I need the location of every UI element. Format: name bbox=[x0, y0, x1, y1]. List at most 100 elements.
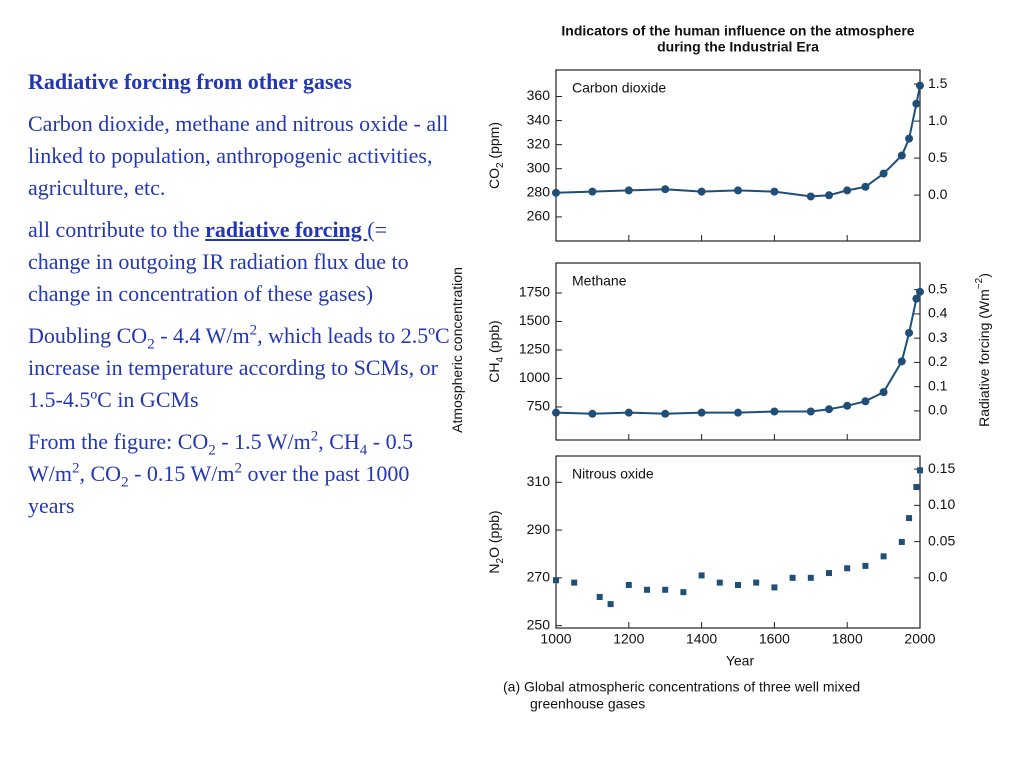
y2-tick-label: 0.0 bbox=[928, 402, 948, 418]
y-tick-label: 1500 bbox=[519, 312, 550, 328]
text-run: - 0.5 W/m bbox=[28, 429, 414, 486]
data-point bbox=[806, 407, 815, 416]
data-point bbox=[879, 169, 888, 178]
data-point bbox=[734, 186, 742, 195]
data-point bbox=[897, 357, 906, 366]
y-axis-label: CH4 (ppb) bbox=[486, 320, 506, 382]
text-run: Carbon dioxide, methane and nitrous oxid… bbox=[28, 111, 449, 200]
data-point bbox=[588, 187, 597, 196]
figure-title: Indicators of the human influence on the… bbox=[561, 23, 914, 39]
y2-tick-label: 0.10 bbox=[928, 496, 955, 512]
data-point bbox=[553, 577, 559, 584]
text-run: N bbox=[486, 563, 502, 573]
y-tick-label: 310 bbox=[527, 473, 551, 489]
y2-tick-label: 0.1 bbox=[928, 377, 948, 393]
panel-frame bbox=[555, 262, 921, 441]
text-run: over the past 1000 years bbox=[28, 461, 410, 518]
data-point bbox=[789, 574, 796, 581]
data-point bbox=[571, 579, 578, 586]
y-tick-label: 280 bbox=[527, 184, 551, 200]
text-run: Doubling CO bbox=[28, 323, 148, 348]
data-point bbox=[661, 185, 670, 194]
data-point bbox=[697, 408, 706, 417]
text-run: , CO bbox=[79, 461, 122, 486]
text-column: Radiative forcing from other gases Carbo… bbox=[28, 66, 453, 532]
y-tick-label: 750 bbox=[527, 398, 551, 414]
y2-tick-label: 0.2 bbox=[928, 353, 948, 369]
y-tick-label: 360 bbox=[527, 87, 551, 103]
text-run: (= change in outgoing IR radiation flux … bbox=[28, 217, 409, 306]
text-run: 4 bbox=[359, 442, 368, 459]
right-axis-label: Radiative forcing (Wm−2) bbox=[974, 273, 992, 427]
data-point bbox=[661, 409, 670, 418]
data-point bbox=[698, 572, 705, 579]
x-tick-label: 2000 bbox=[904, 631, 935, 647]
data-point bbox=[913, 484, 920, 491]
data-point bbox=[697, 187, 706, 196]
data-point bbox=[771, 584, 778, 591]
y-tick-label: 1000 bbox=[519, 369, 550, 385]
panel-name: Carbon dioxide bbox=[572, 80, 666, 96]
text-run: Atmospheric concentration bbox=[449, 267, 465, 433]
text-run: - 4.4 W/m bbox=[154, 323, 250, 348]
data-point bbox=[906, 515, 913, 522]
y-tick-label: 1750 bbox=[519, 284, 550, 300]
text-run: - 0.15 W/m bbox=[128, 461, 235, 486]
paragraph: Doubling CO2 - 4.4 W/m2, which leads to … bbox=[28, 320, 453, 416]
data-point bbox=[879, 388, 888, 397]
text-run: O (ppb) bbox=[486, 510, 502, 557]
data-point bbox=[624, 186, 633, 195]
data-point bbox=[880, 553, 887, 560]
data-point bbox=[807, 574, 814, 581]
text-run: ) bbox=[976, 273, 992, 278]
data-point bbox=[905, 328, 914, 337]
data-point bbox=[825, 191, 833, 200]
y-tick-label: 1250 bbox=[519, 341, 550, 357]
y2-tick-label: 0.3 bbox=[928, 329, 948, 345]
y-axis-label: CO2 (ppm) bbox=[486, 122, 506, 189]
data-line bbox=[555, 291, 921, 415]
y-tick-label: 290 bbox=[527, 521, 551, 537]
data-point bbox=[862, 562, 869, 569]
figure-caption: greenhouse gases bbox=[530, 696, 645, 712]
data-point bbox=[917, 467, 923, 474]
data-point bbox=[588, 409, 597, 418]
heading: Radiative forcing from other gases bbox=[28, 69, 352, 94]
data-point bbox=[912, 99, 921, 108]
data-point bbox=[625, 582, 632, 588]
text-run: 2 bbox=[121, 474, 129, 491]
text-run: 4 bbox=[495, 356, 506, 362]
data-point bbox=[607, 601, 614, 608]
data-line bbox=[555, 85, 921, 198]
x-axis-label: Year bbox=[726, 653, 755, 669]
y-tick-label: 340 bbox=[527, 111, 551, 127]
y2-tick-label: 0.5 bbox=[928, 280, 948, 296]
y2-tick-label: 0.5 bbox=[928, 149, 948, 165]
text-run: (ppb) bbox=[486, 320, 502, 357]
text-run: 2 bbox=[234, 460, 242, 477]
data-point bbox=[552, 188, 560, 197]
data-point bbox=[644, 586, 650, 593]
data-point bbox=[826, 570, 832, 577]
text-run: radiative forcing bbox=[205, 217, 368, 242]
y2-tick-label: 0.0 bbox=[928, 569, 948, 585]
text-run: Radiative forcing (Wm bbox=[976, 289, 992, 427]
y-axis-label: N2O (ppb) bbox=[486, 510, 506, 573]
data-point bbox=[916, 81, 924, 90]
data-point bbox=[843, 186, 852, 195]
data-point bbox=[624, 408, 633, 417]
text-run: all contribute to the bbox=[28, 217, 206, 242]
data-point bbox=[735, 582, 741, 588]
data-point bbox=[898, 539, 905, 545]
data-point bbox=[716, 579, 723, 586]
data-point bbox=[596, 593, 603, 600]
paragraph: From the figure: CO2 - 1.5 W/m2, CH4 - 0… bbox=[28, 426, 453, 522]
text-run: 2 bbox=[147, 336, 155, 353]
data-point bbox=[861, 182, 870, 191]
y-tick-label: 270 bbox=[527, 569, 551, 585]
data-point bbox=[843, 401, 852, 410]
y-tick-label: 300 bbox=[527, 159, 551, 175]
y2-tick-label: 0.0 bbox=[928, 186, 948, 202]
text-run: (ppm) bbox=[486, 122, 502, 162]
